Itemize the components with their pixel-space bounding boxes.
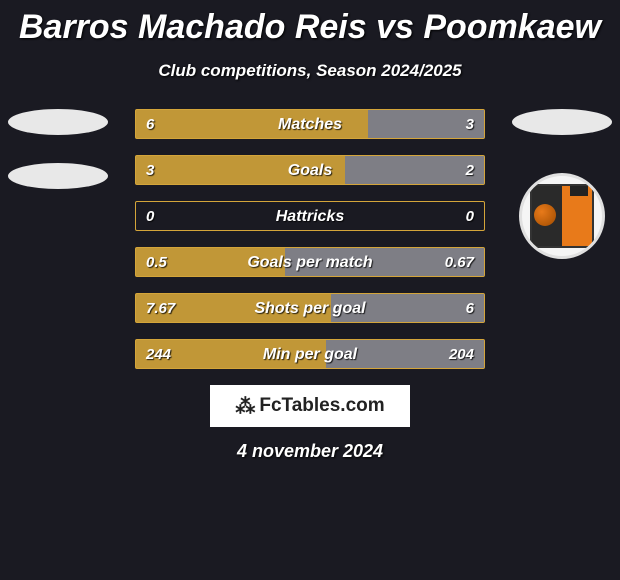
club-badge [519,173,605,259]
stat-value-right: 2 [466,156,474,186]
player-photo-placeholder [512,109,612,135]
stat-row: 6Matches3 [135,109,485,139]
watermark-icon: ⁂ [235,394,255,419]
stat-label: Matches [136,110,484,140]
watermark-text: FcTables.com [259,395,384,417]
stats-area: 6Matches33Goals20Hattricks00.5Goals per … [0,109,620,369]
left-player-column [8,109,108,217]
player-photo-placeholder [8,109,108,135]
stat-row: 0.5Goals per match0.67 [135,247,485,277]
page-subtitle: Club competitions, Season 2024/2025 [0,61,620,81]
club-badge-placeholder [8,163,108,189]
page-title: Barros Machado Reis vs Poomkaew [0,0,620,47]
stat-row: 244Min per goal204 [135,339,485,369]
stat-label: Goals per match [136,248,484,278]
stat-value-right: 204 [449,340,474,370]
stat-label: Hattricks [136,202,484,232]
stat-value-right: 0.67 [445,248,474,278]
watermark: ⁂ FcTables.com [210,385,410,427]
stat-row: 3Goals2 [135,155,485,185]
stat-row: 7.67Shots per goal6 [135,293,485,323]
stat-value-right: 0 [466,202,474,232]
stat-rows: 6Matches33Goals20Hattricks00.5Goals per … [135,109,485,369]
stat-label: Min per goal [136,340,484,370]
stat-value-right: 3 [466,110,474,140]
club-badge-crown [570,186,588,196]
right-player-column [512,109,612,259]
footer-date: 4 november 2024 [0,441,620,462]
club-badge-emblem [534,204,556,226]
stat-label: Goals [136,156,484,186]
stat-label: Shots per goal [136,294,484,324]
stat-row: 0Hattricks0 [135,201,485,231]
stat-value-right: 6 [466,294,474,324]
